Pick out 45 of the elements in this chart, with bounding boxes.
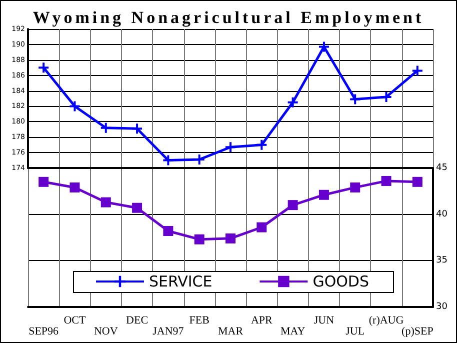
point [163,155,174,166]
x-tick-label: DEC [126,314,148,326]
point [38,176,49,187]
point [70,182,80,192]
y-tick-label: 40 [436,209,448,220]
point [194,234,204,244]
x-tick-label: NOV [94,326,118,338]
point [100,197,111,208]
point [70,101,80,112]
x-tick-label: APR [250,314,274,326]
x-tick-label: (p)SEP [402,326,434,338]
point [132,124,142,134]
point [132,202,142,213]
x-tick-label: MAR [218,326,244,338]
point [100,122,111,133]
x-tick-label: (r)AUG [368,314,404,326]
point [412,66,422,76]
point [226,142,236,152]
x-tick-label: OCT [64,314,86,326]
legend-label: GOODS [312,272,370,290]
point [288,97,298,108]
point [38,62,49,73]
point [163,226,174,236]
point [350,94,360,104]
point [256,222,267,232]
x-tick-label: JUN [314,314,334,326]
x-tick-label: MAY [280,326,306,338]
point [226,233,236,244]
y-tick-label: 35 [436,256,448,266]
x-tick-label: JAN97 [152,326,184,338]
y-tick-label: 45 [436,163,448,173]
point [318,190,329,200]
x-tick-label: FEB [189,314,210,326]
chart-title: Wyoming Nonagricultural Employment [32,8,424,27]
legend-label: SERVICE [149,272,212,290]
point [381,176,392,186]
point [288,200,298,210]
x-tick-label: SEP96 [28,326,60,338]
point [412,176,422,187]
point [350,182,360,192]
point [256,140,267,150]
point [318,42,329,52]
y-tick-label: 30 [436,302,448,312]
point [381,92,392,102]
x-tick-label: JUL [346,326,365,338]
